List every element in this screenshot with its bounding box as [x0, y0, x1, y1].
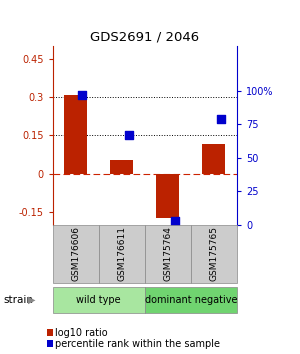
- Text: wild type: wild type: [76, 295, 121, 305]
- Text: strain: strain: [3, 295, 33, 305]
- Text: percentile rank within the sample: percentile rank within the sample: [55, 339, 220, 349]
- Point: [80, 92, 85, 98]
- Point: [218, 116, 223, 122]
- Point: [126, 132, 131, 138]
- Text: GSM176606: GSM176606: [71, 227, 80, 281]
- Bar: [64, 95, 87, 174]
- Text: GSM175765: GSM175765: [209, 227, 218, 281]
- Text: GSM175764: GSM175764: [163, 227, 172, 281]
- Point: [172, 218, 177, 224]
- Text: GSM176611: GSM176611: [117, 227, 126, 281]
- Text: log10 ratio: log10 ratio: [55, 329, 107, 338]
- Bar: [110, 160, 133, 174]
- Text: ▶: ▶: [28, 295, 35, 305]
- Bar: [202, 144, 226, 174]
- Bar: [156, 174, 179, 218]
- Text: dominant negative: dominant negative: [145, 295, 237, 305]
- Title: GDS2691 / 2046: GDS2691 / 2046: [90, 30, 199, 44]
